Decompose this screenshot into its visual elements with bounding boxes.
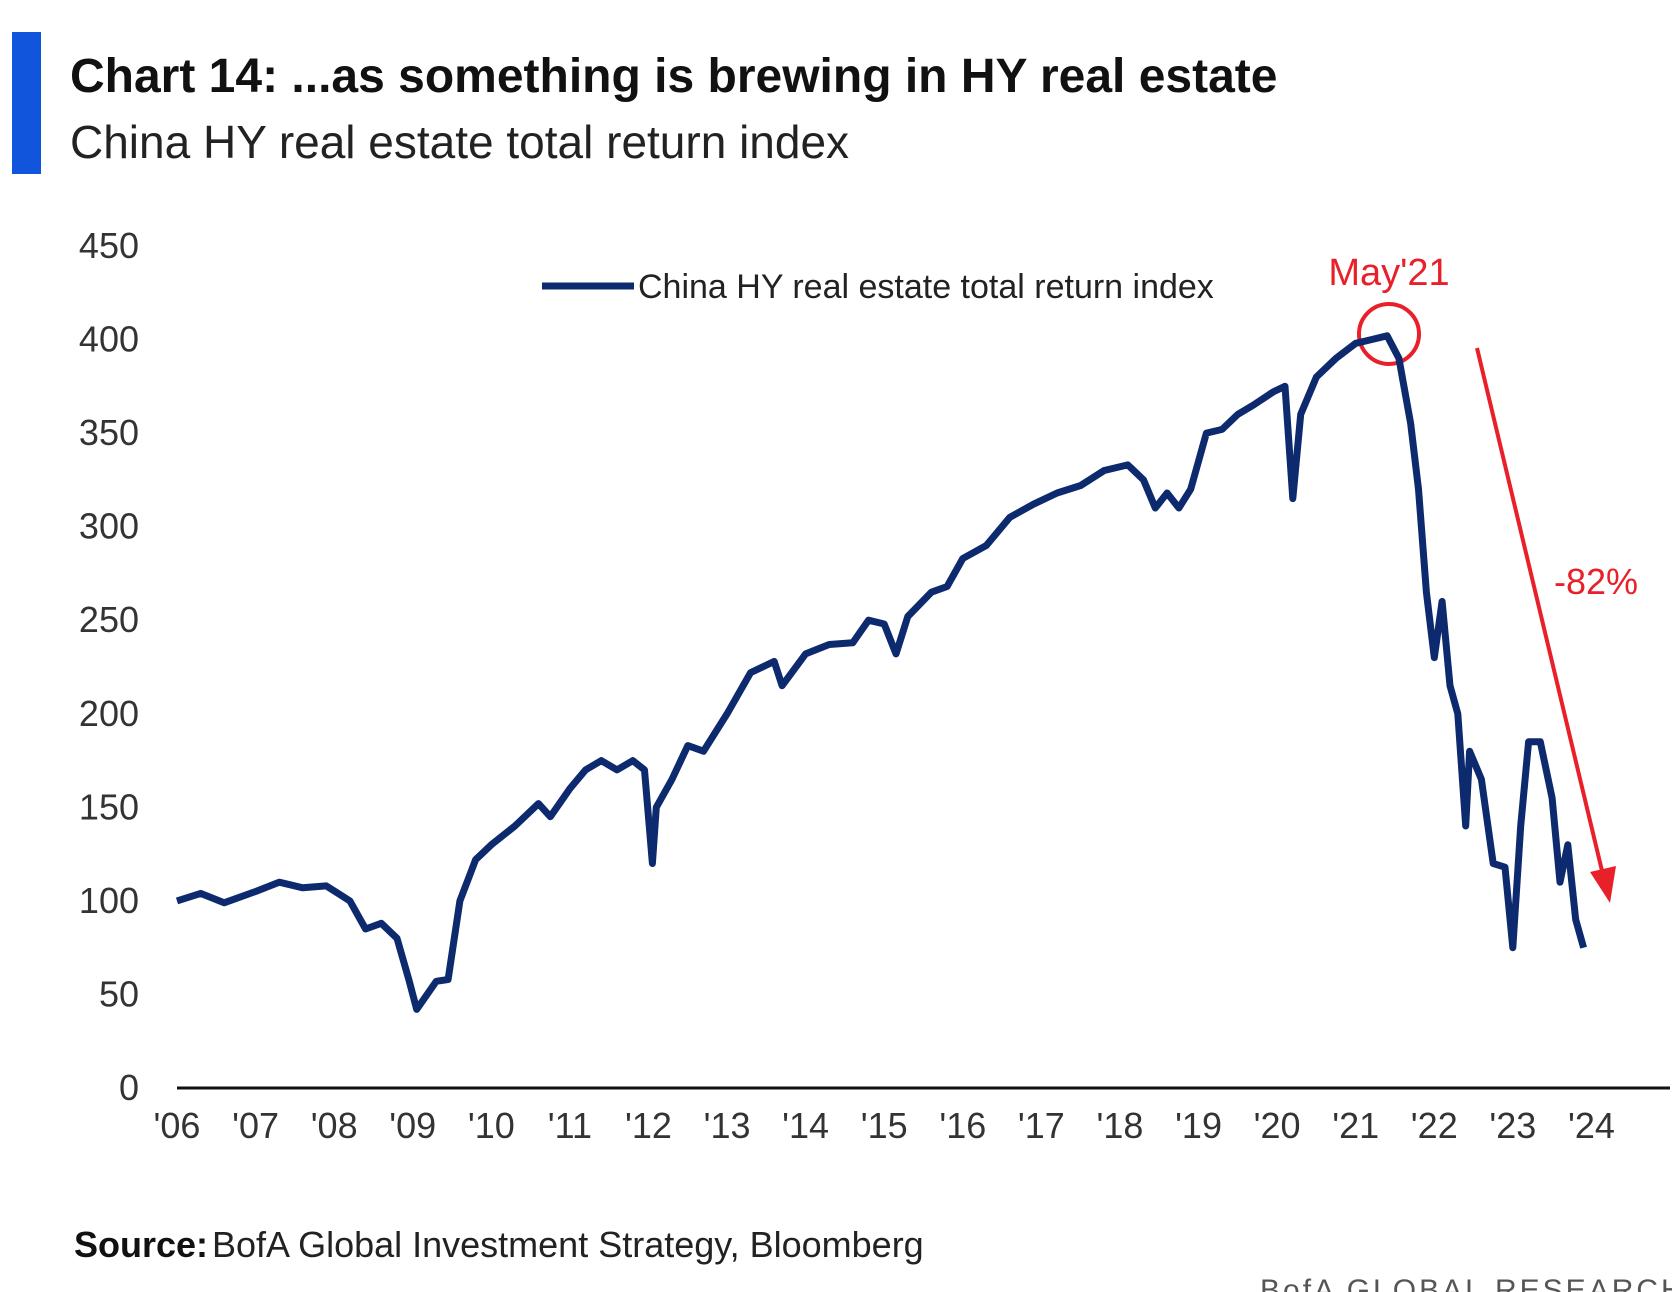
x-tick-label: '10 — [468, 1105, 515, 1146]
x-tick-label: '19 — [1175, 1105, 1222, 1146]
title-bar — [12, 32, 41, 174]
y-tick-label: 150 — [79, 786, 139, 827]
y-tick-label: 300 — [79, 506, 139, 547]
chart-subtitle: China HY real estate total return index — [70, 116, 849, 168]
footer: BofA GLOBAL RESEARCH — [1260, 1274, 1672, 1292]
x-tick-label: '22 — [1411, 1105, 1458, 1146]
x-tick-label: '24 — [1568, 1105, 1615, 1146]
peak-circle — [1357, 302, 1421, 366]
arrow-head — [1590, 866, 1616, 903]
x-tick-label: '06 — [154, 1105, 201, 1146]
series-line — [175, 332, 1587, 1013]
x-tick-label: '18 — [1096, 1105, 1143, 1146]
x-tick-label: '16 — [939, 1105, 986, 1146]
x-tick-label: '13 — [704, 1105, 751, 1146]
y-tick-label: 250 — [79, 599, 139, 640]
x-tick-label: '15 — [861, 1105, 908, 1146]
x-tick-label: '12 — [625, 1105, 672, 1146]
y-tick-label: 450 — [79, 225, 139, 266]
y-tick-label: 0 — [119, 1067, 139, 1108]
x-tick-label: '21 — [1332, 1105, 1379, 1146]
x-tick-label: '14 — [782, 1105, 829, 1146]
source-label: Source: — [74, 1224, 208, 1265]
annotation: -82% — [1554, 561, 1638, 602]
legend-label: China HY real estate total return index — [638, 268, 1214, 306]
y-tick-label: 400 — [79, 319, 139, 360]
y-tick-label: 200 — [79, 693, 139, 734]
annotation: May'21 — [1328, 252, 1449, 294]
decline-arrow — [1475, 347, 1605, 876]
y-tick-label: 100 — [79, 880, 139, 921]
x-tick-label: '08 — [311, 1105, 358, 1146]
y-tick-label: 50 — [99, 973, 139, 1014]
chart-title: Chart 14: ...as something is brewing in … — [70, 50, 1277, 103]
y-tick-label: 350 — [79, 412, 139, 453]
x-tick-label: '17 — [1018, 1105, 1065, 1146]
x-tick-label: '09 — [389, 1105, 436, 1146]
x-tick-label: '07 — [232, 1105, 279, 1146]
x-tick-label: '23 — [1489, 1105, 1536, 1146]
x-tick-label: '20 — [1254, 1105, 1301, 1146]
x-tick-label: '11 — [548, 1105, 592, 1146]
source: BofA Global Investment Strategy, Bloombe… — [212, 1224, 924, 1265]
